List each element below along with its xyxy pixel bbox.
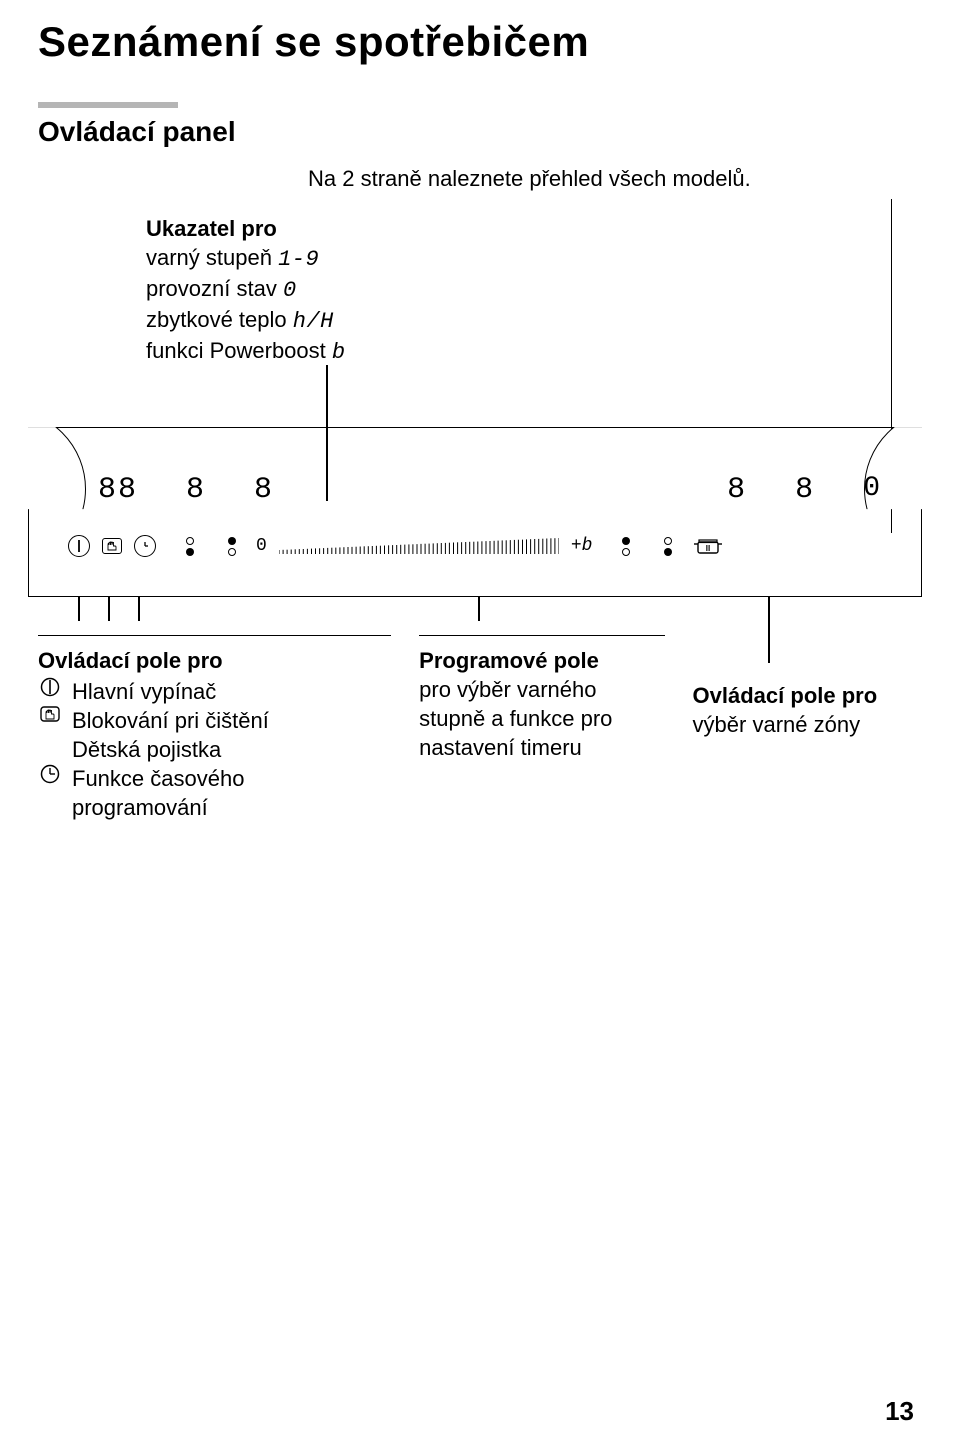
panel-frame xyxy=(28,427,922,597)
hand-icon-small xyxy=(38,706,62,764)
callout-center-head: Programové pole xyxy=(419,646,664,675)
indicator-legend: Ukazatel pro varný stupeň 1-9 provozní s… xyxy=(146,214,922,367)
callout-left-item-2: Blokování pri čištění Dětská pojistka xyxy=(38,706,391,764)
callout-tick-center xyxy=(478,597,480,621)
svg-text:II: II xyxy=(706,544,710,553)
callout-tick-3 xyxy=(138,597,140,621)
display-row: 88 8 8 8 8 0 xyxy=(98,473,882,507)
control-panel-illustration: 88 8 8 8 8 0 0 xyxy=(28,367,922,627)
power-icon-small xyxy=(38,677,62,706)
indicator-lead: Ukazatel pro xyxy=(146,214,922,243)
callout-right-head: Ovládací pole pro xyxy=(693,681,922,710)
callout-left-item-1: Hlavní vypínač xyxy=(38,677,391,706)
zone-indicator-dots-4 xyxy=(664,537,672,556)
section-title: Ovládací panel xyxy=(38,116,922,148)
indicator-row-2: provozní stav 0 xyxy=(146,274,922,305)
callout-center-body: pro výběr varného stupně a funkce pro na… xyxy=(419,675,664,762)
section-rule xyxy=(38,102,178,108)
callout-tick-right xyxy=(768,597,770,663)
zone-indicator-dots-2 xyxy=(228,537,236,556)
control-icon-row: 0 +b II xyxy=(68,535,882,557)
callout-right: Ovládací pole pro výběr varné zóny xyxy=(693,635,922,739)
indicator-row-1: varný stupeň 1-9 xyxy=(146,243,922,274)
zone-indicator-dots-1 xyxy=(186,537,194,556)
callout-left-item-3: Funkce časového programování xyxy=(38,764,391,822)
page-title: Seznámení se spotřebičem xyxy=(38,18,922,66)
indicator-row-4: funkci Powerboost b xyxy=(146,336,922,367)
callout-left: Ovládací pole pro Hlavní vypínač Bloková… xyxy=(38,635,391,822)
callouts-row: Ovládací pole pro Hlavní vypínač Bloková… xyxy=(38,635,922,822)
zone-indicator-dots-3 xyxy=(622,537,630,556)
power-icon xyxy=(68,535,90,557)
hand-lock-icon xyxy=(102,538,122,554)
callout-center: Programové pole pro výběr varného stupně… xyxy=(419,635,664,762)
intro-text: Na 2 straně naleznete přehled všech mode… xyxy=(308,166,922,192)
page-number: 13 xyxy=(885,1396,914,1427)
seg-display-5: 8 xyxy=(795,473,815,507)
power-slider xyxy=(279,536,559,556)
seg-display-6: 0 xyxy=(863,473,882,504)
callout-right-body: výběr varné zóny xyxy=(693,710,922,739)
clock-icon-small xyxy=(38,764,62,822)
seg-display-1: 88 xyxy=(98,473,138,507)
pot-icon: II xyxy=(694,536,722,556)
seg-display-3: 8 xyxy=(254,473,274,507)
seg-display-4: 8 xyxy=(727,473,747,507)
callout-left-head: Ovládací pole pro xyxy=(38,646,391,675)
clock-icon xyxy=(134,535,156,557)
indicator-row-3: zbytkové teplo h/H xyxy=(146,305,922,336)
manual-page: Seznámení se spotřebičem Ovládací panel … xyxy=(0,0,960,1451)
callout-tick-1 xyxy=(78,597,80,621)
callout-tick-2 xyxy=(108,597,110,621)
powerboost-label: +b xyxy=(571,536,593,556)
seg-display-2: 8 xyxy=(186,473,206,507)
slider-zero-label: 0 xyxy=(256,536,267,556)
